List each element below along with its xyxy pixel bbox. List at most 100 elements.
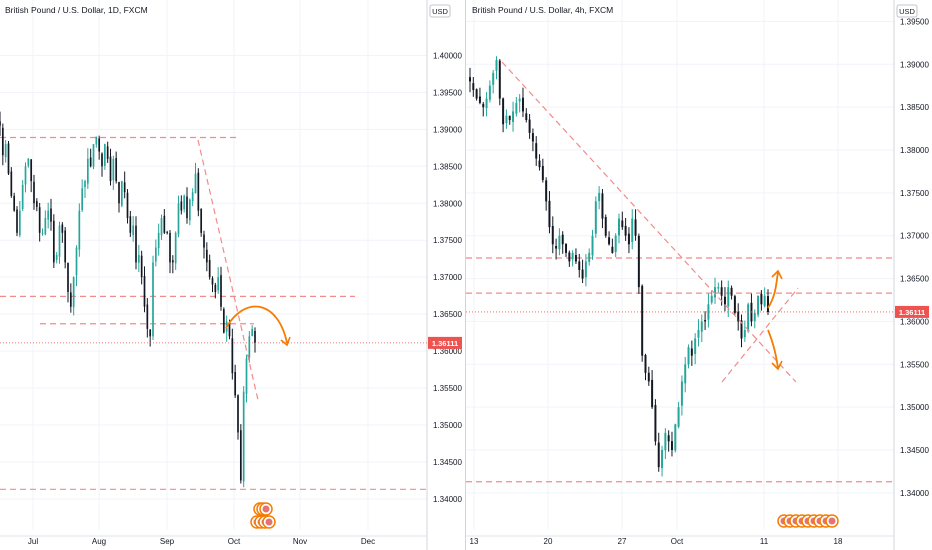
candle <box>123 182 126 193</box>
last-price-badge <box>428 336 462 349</box>
x-tick-label: 18 <box>834 537 843 546</box>
candle <box>1 127 4 156</box>
candle <box>248 336 251 358</box>
y-tick-label: 1.40000 <box>433 51 462 60</box>
candle <box>723 296 726 305</box>
chart-4h-svg[interactable]: 1.39500 1.39000 1.38500 1.38000 1.37500 1.370… <box>466 0 932 550</box>
candle <box>538 160 541 168</box>
candle <box>518 98 521 102</box>
candle <box>551 226 554 245</box>
candle <box>98 138 101 152</box>
chart-pane-daily[interactable]: 1.40000 1.39500 1.39000 1.38500 1.38000 1.375… <box>0 0 465 550</box>
candle <box>555 246 558 249</box>
candle <box>684 364 687 384</box>
candle <box>55 255 58 260</box>
candle <box>211 278 214 285</box>
candle <box>730 287 733 296</box>
x-tick-label: 11 <box>760 537 769 546</box>
candle <box>727 287 730 307</box>
y-tick-label: 1.37500 <box>900 189 929 198</box>
candle <box>38 207 41 233</box>
candle <box>41 232 44 234</box>
candle <box>757 295 760 315</box>
candle <box>200 208 203 233</box>
candle <box>92 144 95 167</box>
x-tick-label: Dec <box>361 537 375 546</box>
chart-title-4h: British Pound / U.S. Dollar, 4h, FXCM <box>472 5 614 15</box>
candle <box>166 232 169 234</box>
candle <box>50 208 52 222</box>
candle <box>627 233 630 245</box>
candle <box>545 180 548 202</box>
x-tick-label: Sep <box>160 537 175 546</box>
candle <box>16 209 18 233</box>
candle <box>30 159 33 182</box>
candle <box>614 235 617 253</box>
chart-daily-svg[interactable]: 1.40000 1.39500 1.39000 1.38500 1.38000 1.375… <box>0 0 465 550</box>
candle <box>488 85 491 100</box>
candle <box>502 98 505 125</box>
candle <box>177 203 180 235</box>
candle <box>677 407 680 427</box>
chart-title-daily: British Pound / U.S. Dollar, 1D, FXCM <box>5 5 148 15</box>
candle <box>103 144 106 166</box>
candle <box>525 113 528 120</box>
candle <box>194 173 197 194</box>
candle <box>561 234 564 245</box>
y-tick-label: 1.39500 <box>433 88 462 97</box>
pane-divider[interactable] <box>465 0 466 550</box>
candle <box>618 218 620 236</box>
candle <box>18 210 21 236</box>
candle <box>64 230 67 263</box>
candle <box>95 136 98 145</box>
y-tick-label: 1.34000 <box>433 495 462 504</box>
candle <box>237 395 239 433</box>
projection-arrow <box>225 305 288 344</box>
candle <box>753 312 756 322</box>
y-tick-label: 1.35500 <box>900 360 929 369</box>
candle <box>505 115 508 123</box>
candle <box>743 330 746 338</box>
candle <box>234 372 237 396</box>
candle <box>498 60 501 99</box>
candle <box>469 77 471 82</box>
currency-box <box>896 4 918 18</box>
candle <box>598 192 601 202</box>
candle <box>171 260 174 263</box>
candle <box>143 275 146 307</box>
candle <box>637 235 640 288</box>
candle <box>222 309 225 333</box>
candle <box>7 143 10 174</box>
candle <box>548 200 551 228</box>
candle <box>61 224 64 233</box>
candle <box>251 328 254 336</box>
candle <box>687 347 690 365</box>
x-tick-label: Oct <box>671 537 684 546</box>
candle <box>228 322 231 337</box>
candle <box>67 262 69 292</box>
candle <box>733 296 736 313</box>
candle <box>254 330 256 343</box>
candle <box>737 311 740 322</box>
candle <box>661 450 664 469</box>
candle <box>521 97 524 112</box>
candle <box>647 372 650 382</box>
candle <box>697 330 700 338</box>
chart-pane-4h[interactable]: 1.39500 1.39000 1.38500 1.38000 1.37500 1.370… <box>466 0 932 550</box>
candle <box>208 259 211 278</box>
arrow-head-icon <box>280 336 291 347</box>
candle <box>137 255 140 263</box>
candle <box>183 195 186 210</box>
candle <box>169 232 171 263</box>
y-tick-label: 1.34000 <box>900 489 929 498</box>
candle <box>608 237 611 245</box>
x-tick-label: Nov <box>293 537 307 546</box>
candle <box>670 441 673 450</box>
candle <box>763 295 766 307</box>
candle <box>152 262 154 337</box>
arrow-head-icon <box>771 360 783 371</box>
candle <box>717 287 720 289</box>
candle <box>700 321 703 332</box>
candle <box>217 277 220 291</box>
candle <box>33 181 35 204</box>
